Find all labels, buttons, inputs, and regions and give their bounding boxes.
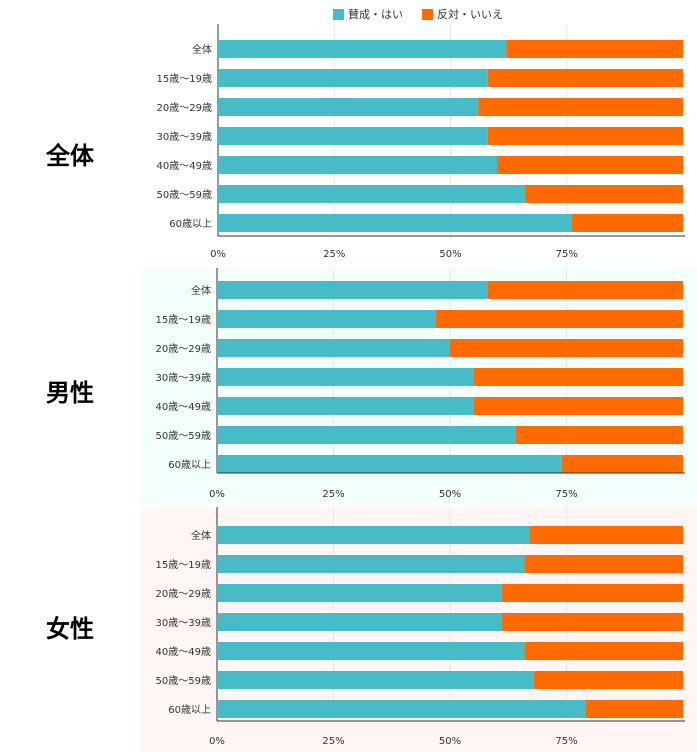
section-title-all: 全体 (46, 142, 94, 170)
category-label-female-6: 60歳以上 (168, 704, 211, 716)
bar-male-no-2 (450, 339, 683, 357)
bar-female-yes-2 (217, 584, 502, 602)
category-label-all-2: 20歳〜29歳 (157, 102, 212, 114)
bar-male-yes-5 (217, 426, 516, 444)
bar-male-no-1 (436, 310, 683, 328)
category-label-male-3: 30歳〜39歳 (156, 372, 211, 384)
legend-swatch-no (422, 8, 433, 20)
bar-all-yes-5 (218, 185, 525, 203)
chart-svg-male: 全体 15歳〜19歳 20歳〜29歳 30歳〜39歳 40歳〜49歳 50歳〜59歳 60歳… (156, 268, 685, 500)
bar-female-no-3 (501, 613, 683, 631)
bar-all-no-3 (487, 127, 683, 145)
bar-female-no-6 (585, 700, 683, 718)
bar-male-no-3 (473, 368, 683, 386)
category-label-female-3: 30歳〜39歳 (156, 617, 211, 629)
bar-male-no-5 (515, 426, 683, 444)
bar-female-yes-1 (217, 555, 525, 573)
category-label-male-1: 15歳〜19歳 (156, 314, 211, 326)
x-tick-label-male-2: 50% (439, 489, 461, 500)
bar-male-yes-3 (217, 368, 474, 386)
bar-male-no-4 (473, 397, 683, 415)
section-title-female: 女性 (46, 615, 94, 643)
category-label-all-4: 40歳〜49歳 (157, 160, 212, 172)
category-label-female-2: 20歳〜29歳 (156, 588, 211, 600)
category-label-male-2: 20歳〜29歳 (156, 343, 211, 355)
bar-all-no-4 (497, 156, 683, 174)
bar-male-no-0 (487, 281, 683, 299)
chart-panel-male: 全体 15歳〜19歳 20歳〜29歳 30歳〜39歳 40歳〜49歳 50歳〜59歳 60歳… (141, 268, 697, 504)
bar-all-no-0 (506, 40, 683, 58)
x-tick-label-female-2: 50% (439, 736, 461, 747)
category-label-female-4: 40歳〜49歳 (156, 646, 211, 658)
bar-male-yes-2 (217, 339, 450, 357)
category-label-all-3: 30歳〜39歳 (157, 131, 212, 143)
category-label-female-0: 全体 (191, 529, 211, 542)
legend-item-no: 反対・いいえ (422, 6, 503, 22)
bar-all-no-2 (478, 98, 683, 116)
bar-female-no-1 (524, 555, 683, 573)
chart-legend: 賛成・はい 反対・いいえ (0, 6, 697, 22)
category-label-female-5: 50歳〜59歳 (156, 675, 211, 687)
chart-panel-all: 全体 15歳〜19歳 20歳〜29歳 30歳〜39歳 40歳〜49歳 50歳〜59歳 60歳… (141, 24, 697, 268)
bar-all-no-5 (524, 185, 683, 203)
bar-female-yes-5 (217, 671, 534, 689)
x-tick-label-female-1: 25% (322, 736, 344, 747)
category-label-female-1: 15歳〜19歳 (156, 559, 211, 571)
bar-male-yes-4 (217, 397, 474, 415)
bar-male-no-6 (561, 455, 683, 473)
x-tick-label-all-2: 50% (439, 249, 461, 260)
bar-all-yes-2 (218, 98, 479, 116)
bar-female-no-2 (501, 584, 683, 602)
category-label-male-5: 50歳〜59歳 (156, 430, 211, 442)
bar-male-yes-0 (217, 281, 488, 299)
category-label-all-0: 全体 (192, 43, 212, 56)
x-tick-label-all-1: 25% (323, 249, 345, 260)
chart-panel-female: 全体 15歳〜19歳 20歳〜29歳 30歳〜39歳 40歳〜49歳 50歳〜59歳 60歳… (141, 507, 697, 752)
bar-all-no-1 (487, 69, 683, 87)
category-label-male-0: 全体 (191, 284, 211, 297)
bar-female-yes-3 (217, 613, 502, 631)
category-label-all-1: 15歳〜19歳 (157, 73, 212, 85)
bar-female-yes-0 (217, 526, 530, 544)
bar-female-yes-6 (217, 700, 586, 718)
x-tick-label-male-3: 75% (555, 489, 577, 500)
legend-label-yes: 賛成・はい (348, 8, 403, 21)
bar-female-yes-4 (217, 642, 525, 660)
x-tick-label-female-0: 0% (209, 736, 225, 747)
legend-swatch-yes (333, 8, 344, 20)
category-label-male-6: 60歳以上 (168, 459, 211, 471)
legend-label-no: 反対・いいえ (437, 8, 503, 21)
x-tick-label-male-0: 0% (209, 489, 225, 500)
chart-svg-female: 全体 15歳〜19歳 20歳〜29歳 30歳〜39歳 40歳〜49歳 50歳〜59歳 60歳… (156, 507, 685, 747)
bar-female-no-4 (524, 642, 683, 660)
x-tick-label-all-0: 0% (210, 249, 226, 260)
x-tick-label-female-3: 75% (555, 736, 577, 747)
category-label-male-4: 40歳〜49歳 (156, 401, 211, 413)
bar-all-yes-0 (218, 40, 507, 58)
legend-item-yes: 賛成・はい (333, 6, 403, 22)
bar-all-yes-3 (218, 127, 488, 145)
bar-female-no-0 (529, 526, 683, 544)
bar-male-yes-1 (217, 310, 437, 328)
bar-all-yes-1 (218, 69, 488, 87)
bar-all-no-6 (571, 214, 683, 232)
bar-male-yes-6 (217, 455, 562, 473)
category-label-all-6: 60歳以上 (169, 218, 212, 230)
chart-svg-all: 全体 15歳〜19歳 20歳〜29歳 30歳〜39歳 40歳〜49歳 50歳〜59歳 60歳… (157, 24, 685, 260)
bar-female-no-5 (533, 671, 683, 689)
section-title-male: 男性 (46, 379, 94, 407)
x-tick-label-all-3: 75% (556, 249, 578, 260)
bar-all-yes-4 (218, 156, 497, 174)
x-tick-label-male-1: 25% (322, 489, 344, 500)
bar-all-yes-6 (218, 214, 572, 232)
category-label-all-5: 50歳〜59歳 (157, 189, 212, 201)
